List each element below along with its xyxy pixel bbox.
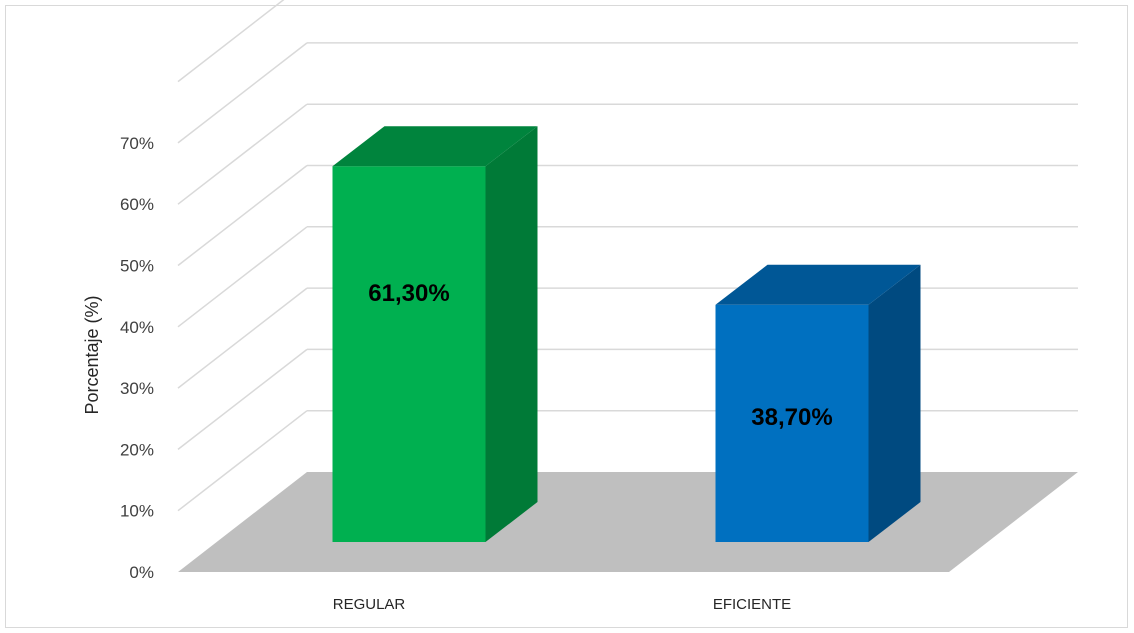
- gridlines: [177, 0, 1078, 512]
- bar-eficiente: 38,70%: [715, 264, 921, 542]
- gridline: [177, 226, 1078, 328]
- bar-top: [715, 264, 921, 305]
- y-tick-label: 30%: [120, 379, 154, 398]
- bar-side: [868, 264, 921, 542]
- x-category-label: REGULAR: [333, 596, 406, 613]
- y-tick-label: 60%: [120, 195, 154, 214]
- x-axis-categories: REGULAR EFICIENTE: [333, 596, 791, 613]
- y-tick-label: 40%: [120, 318, 154, 337]
- floor-plane: [178, 472, 1078, 572]
- bars: 61,30% 38,70%: [332, 126, 921, 542]
- gridline: [177, 103, 1078, 205]
- y-tick-label: 0%: [129, 563, 154, 582]
- y-axis-ticks: 0% 10% 20% 30% 40% 50% 60% 70%: [120, 134, 154, 582]
- y-tick-label: 20%: [120, 440, 154, 459]
- bar-front: [332, 166, 486, 542]
- chart-floor: [178, 472, 1078, 572]
- y-tick-label: 70%: [120, 134, 154, 153]
- y-tick-label: 50%: [120, 257, 154, 276]
- gridline: [177, 164, 1078, 267]
- bar-front: [715, 304, 869, 542]
- y-tick-label: 10%: [120, 502, 154, 521]
- gridline: [177, 287, 1078, 389]
- bar-side: [485, 126, 538, 542]
- gridline: [177, 42, 1078, 144]
- bar-regular: 61,30%: [332, 126, 538, 542]
- data-label: 61,30%: [368, 280, 449, 307]
- gridline: [177, 0, 285, 83]
- bar-top: [332, 126, 538, 167]
- gridline: [177, 348, 1078, 450]
- x-category-label: EFICIENTE: [713, 596, 791, 613]
- data-label: 38,70%: [751, 404, 832, 431]
- y-axis-title: Porcentaje (%): [82, 295, 102, 414]
